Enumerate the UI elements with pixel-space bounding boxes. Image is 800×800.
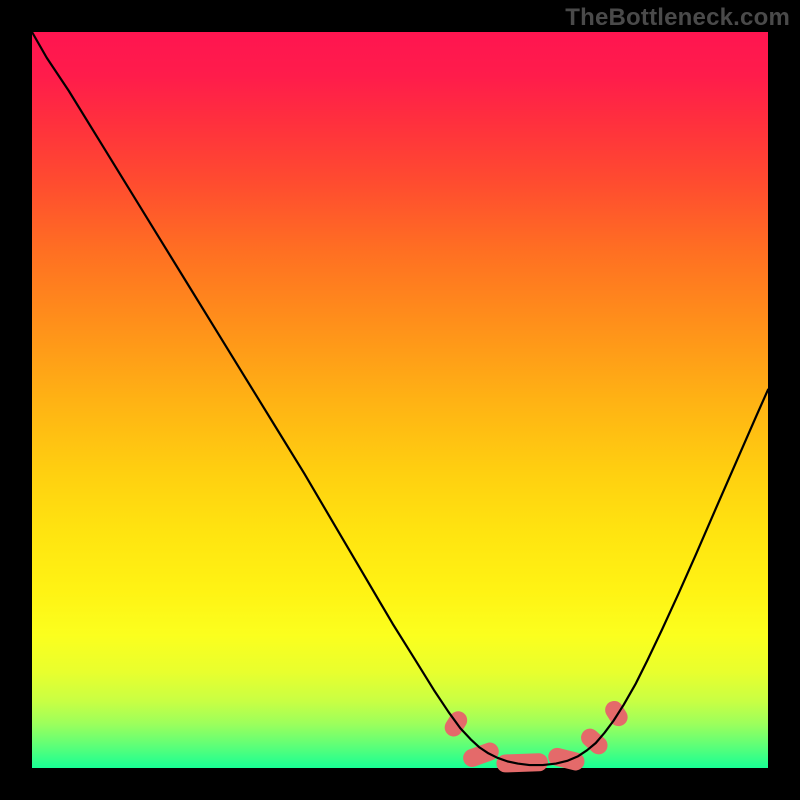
plot-background — [32, 32, 768, 768]
watermark-text: TheBottleneck.com — [565, 4, 790, 32]
chart-svg — [0, 0, 800, 800]
bottleneck-marker — [496, 753, 548, 773]
